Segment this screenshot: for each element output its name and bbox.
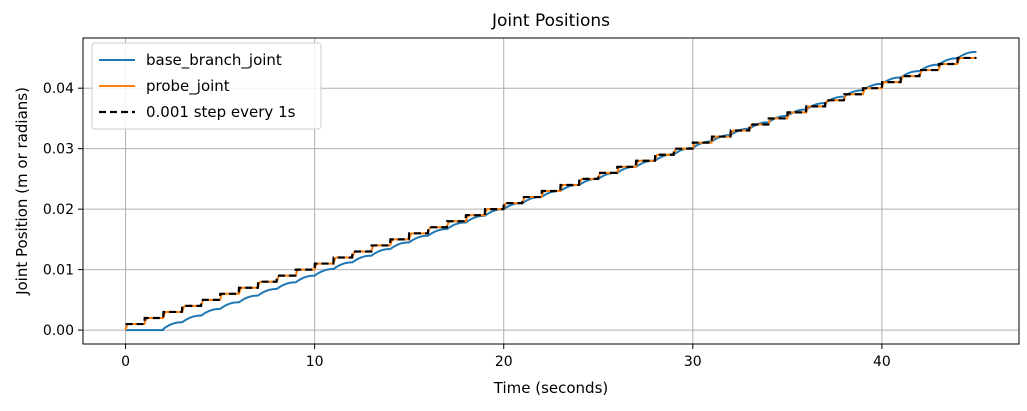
plot-frame <box>82 37 1020 345</box>
legend-label-probe-joint: probe_joint <box>146 77 230 96</box>
base-branch-joint-line <box>125 50 977 332</box>
y-tick-label: 0.01 <box>43 263 74 279</box>
x-tick-label: 30 <box>684 354 702 370</box>
legend-label-reference-step: 0.001 step every 1s <box>146 103 296 121</box>
x-tick-label: 40 <box>873 354 891 370</box>
x-tick-label: 10 <box>306 354 324 370</box>
legend-box <box>91 42 322 130</box>
x-axis-ticks: 0 10 20 30 40 <box>121 344 891 370</box>
legend: base_branch_joint probe_joint 0.001 step… <box>91 42 322 130</box>
y-tick-label: 0.02 <box>43 202 74 218</box>
y-tick-label: 0.03 <box>43 142 74 158</box>
reference-step-line <box>125 56 977 326</box>
y-axis-ticks: 0.00 0.01 0.02 0.03 0.04 <box>43 81 83 339</box>
chart-title: Joint Positions <box>491 11 610 31</box>
x-axis-label: Time (seconds) <box>493 379 609 397</box>
legend-label-base-branch-joint: base_branch_joint <box>146 51 282 70</box>
x-tick-label: 20 <box>495 354 513 370</box>
x-tick-label: 0 <box>121 354 130 370</box>
y-axis-label: Joint Position (m or radians) <box>13 87 31 296</box>
y-tick-label: 0.00 <box>43 323 74 339</box>
series-lines <box>124 50 977 332</box>
y-tick-label: 0.04 <box>43 81 74 97</box>
